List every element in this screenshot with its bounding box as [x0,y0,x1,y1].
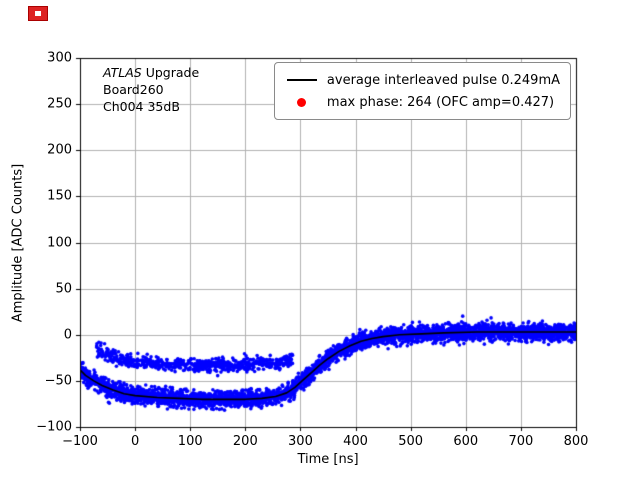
y-tick-label: 50 [55,281,72,297]
x-tick-label: −100 [62,434,98,449]
x-tick-label: 200 [232,434,258,449]
x-tick-label: 100 [177,434,203,449]
y-tick-label: −50 [44,373,72,389]
y-tick-label: 150 [47,188,72,204]
y-tick-label: 300 [47,50,72,66]
legend-label-average: average interleaved pulse 0.249mA [326,72,560,88]
legend-entry-max-phase: max phase: 264 (OFC amp=0.427) [283,91,560,113]
y-tick-label: 0 [63,327,72,343]
annotation-board: Board260 [103,82,164,97]
max-phase-dot-icon [297,97,307,107]
y-tick-label: 200 [47,142,72,158]
y-tick-label: 250 [47,96,72,112]
legend-label-max-phase: max phase: 264 (OFC amp=0.427) [326,94,555,110]
annotation-experiment: ATLAS [103,65,142,80]
x-tick-label: 700 [508,434,534,449]
x-tick-label: 400 [343,434,368,449]
x-tick-label: 300 [288,434,313,449]
plot-annotation: ATLAS Upgrade Board260 Ch004 35dB [103,64,199,115]
y-tick-label: 100 [47,235,72,250]
x-tick-label: 800 [563,434,589,449]
annotation-channel: Ch004 35dB [103,99,180,114]
legend-entry-average: average interleaved pulse 0.249mA [283,69,560,91]
average-line-icon [286,79,317,81]
annotation-upgrade: Upgrade [141,65,200,80]
y-axis-label: Amplitude [ADC Counts] [10,163,26,322]
legend-marker-cell [283,79,321,81]
annotation-line-1: ATLAS Upgrade [103,64,199,81]
y-tick-label: −100 [36,419,72,435]
x-tick-label: 600 [453,434,479,449]
legend: average interleaved pulse 0.249mA max ph… [273,62,571,120]
x-tick-label: 500 [398,434,424,449]
x-axis-label: Time [ns] [297,452,359,467]
legend-marker-cell [283,97,321,107]
x-tick-label: 0 [130,434,140,449]
